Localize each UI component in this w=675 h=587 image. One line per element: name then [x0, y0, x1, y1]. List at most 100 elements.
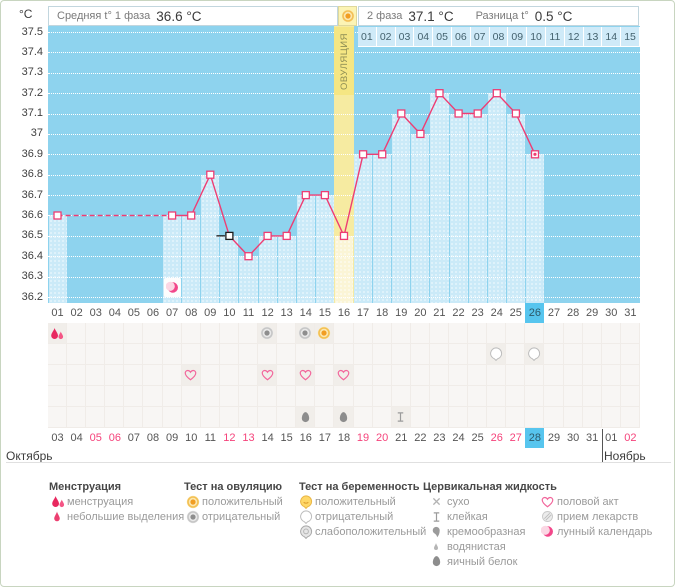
- event-cell-menstruation-and-ovulation-tests-day-18[interactable]: [372, 323, 392, 344]
- event-cell-cervical-fluid-day-11[interactable]: [238, 407, 259, 428]
- cycle-day-cell-23[interactable]: 23: [471, 307, 484, 319]
- date-cell-21[interactable]: 21: [395, 432, 408, 444]
- event-cell-pregnancy-tests-day-14[interactable]: [296, 344, 316, 365]
- date-cell-29[interactable]: 29: [547, 432, 561, 444]
- date-cell-30[interactable]: 30: [566, 432, 580, 444]
- event-cell-cervical-fluid-day-27[interactable]: [544, 407, 564, 428]
- next-month-day-cell-11[interactable]: 11: [545, 27, 565, 47]
- next-month-day-cell-05[interactable]: 05: [433, 27, 452, 47]
- event-cell-menstruation-and-ovulation-tests-day-29[interactable]: [582, 323, 602, 344]
- event-cell-pregnancy-tests-day-15[interactable]: [315, 344, 335, 365]
- event-cell-pregnancy-tests-day-19[interactable]: [391, 344, 411, 365]
- event-cell-intercourse-day-9[interactable]: [200, 365, 220, 386]
- event-cell-intercourse-day-8[interactable]: [181, 365, 201, 386]
- cycle-day-cell-20[interactable]: 20: [414, 307, 427, 319]
- date-cell-14[interactable]: 14: [261, 432, 274, 444]
- date-cell-27[interactable]: 27: [509, 432, 522, 444]
- event-cell-medication-day-14[interactable]: [296, 386, 316, 407]
- event-cell-intercourse-day-20[interactable]: [410, 365, 430, 386]
- next-month-day-cell-14[interactable]: 14: [602, 27, 622, 47]
- event-cell-pregnancy-tests-day-6[interactable]: [143, 344, 163, 365]
- event-cell-medication-day-3[interactable]: [86, 386, 106, 407]
- event-cell-cervical-fluid-day-28[interactable]: [563, 407, 583, 428]
- event-cell-pregnancy-tests-day-4[interactable]: [105, 344, 125, 365]
- event-cell-pregnancy-tests-day-21[interactable]: [429, 344, 449, 365]
- event-cell-medication-day-4[interactable]: [105, 386, 125, 407]
- event-cell-intercourse-day-5[interactable]: [124, 365, 144, 386]
- date-cell-09[interactable]: 09: [165, 432, 179, 444]
- cycle-day-cell-24[interactable]: 24: [490, 307, 503, 319]
- next-month-day-cell-15[interactable]: 15: [621, 27, 640, 47]
- event-cell-medication-day-2[interactable]: [67, 386, 87, 407]
- event-cell-cervical-fluid-day-14[interactable]: [296, 407, 316, 428]
- event-cell-medication-day-15[interactable]: [315, 386, 335, 407]
- cycle-day-cell-17[interactable]: 17: [356, 307, 370, 319]
- event-cell-medication-day-25[interactable]: [506, 386, 526, 407]
- event-cell-cervical-fluid-day-21[interactable]: [429, 407, 449, 428]
- date-cell-18[interactable]: 18: [337, 432, 351, 444]
- next-month-day-cell-10[interactable]: 10: [527, 27, 546, 47]
- event-cell-intercourse-day-29[interactable]: [582, 365, 602, 386]
- event-cell-intercourse-day-14[interactable]: [296, 365, 316, 386]
- next-month-day-cell-13[interactable]: 13: [583, 27, 603, 47]
- event-cell-intercourse-day-22[interactable]: [448, 365, 469, 386]
- event-cell-medication-day-1[interactable]: [48, 386, 68, 407]
- event-cell-pregnancy-tests-day-20[interactable]: [410, 344, 430, 365]
- event-cell-menstruation-and-ovulation-tests-day-28[interactable]: [563, 323, 583, 344]
- event-cell-cervical-fluid-day-6[interactable]: [143, 407, 163, 428]
- event-cell-cervical-fluid-day-29[interactable]: [582, 407, 602, 428]
- date-cell-06[interactable]: 06: [108, 432, 121, 444]
- event-cell-pregnancy-tests-day-13[interactable]: [277, 344, 297, 365]
- event-cell-medication-day-26[interactable]: [525, 386, 545, 407]
- cycle-day-cell-08[interactable]: 08: [185, 307, 198, 319]
- event-cell-menstruation-and-ovulation-tests-day-31[interactable]: [620, 323, 640, 344]
- date-cell-28[interactable]: 28: [525, 428, 545, 448]
- event-cell-pregnancy-tests-day-16[interactable]: [334, 344, 354, 365]
- cycle-day-cell-04[interactable]: 04: [108, 307, 121, 319]
- event-cell-intercourse-day-28[interactable]: [563, 365, 583, 386]
- event-cell-medication-day-22[interactable]: [448, 386, 469, 407]
- event-cell-intercourse-day-15[interactable]: [315, 365, 335, 386]
- event-cell-cervical-fluid-day-7[interactable]: [162, 407, 182, 428]
- event-cell-medication-day-17[interactable]: [353, 386, 373, 407]
- event-cell-medication-day-6[interactable]: [143, 386, 163, 407]
- cycle-day-cell-14[interactable]: 14: [299, 307, 312, 319]
- event-cell-intercourse-day-21[interactable]: [429, 365, 449, 386]
- event-cell-medication-day-24[interactable]: [487, 386, 507, 407]
- event-cell-cervical-fluid-day-16[interactable]: [334, 407, 354, 428]
- event-cell-intercourse-day-13[interactable]: [277, 365, 297, 386]
- date-cell-12[interactable]: 12: [223, 432, 236, 444]
- event-cell-pregnancy-tests-day-7[interactable]: [162, 344, 182, 365]
- date-cell-11[interactable]: 11: [204, 432, 216, 444]
- cycle-day-cell-27[interactable]: 27: [547, 307, 561, 319]
- event-cell-menstruation-and-ovulation-tests-day-1[interactable]: [48, 323, 68, 344]
- date-cell-03[interactable]: 03: [51, 432, 64, 444]
- event-cell-cervical-fluid-day-25[interactable]: [506, 407, 526, 428]
- event-cell-intercourse-day-19[interactable]: [391, 365, 411, 386]
- event-cell-medication-day-20[interactable]: [410, 386, 430, 407]
- event-cell-cervical-fluid-day-9[interactable]: [200, 407, 220, 428]
- event-cell-pregnancy-tests-day-18[interactable]: [372, 344, 392, 365]
- event-cell-cervical-fluid-day-15[interactable]: [315, 407, 335, 428]
- event-cell-intercourse-day-1[interactable]: [48, 365, 68, 386]
- next-month-day-cell-12[interactable]: 12: [564, 27, 584, 47]
- event-cell-menstruation-and-ovulation-tests-day-22[interactable]: [448, 323, 469, 344]
- event-cell-intercourse-day-17[interactable]: [353, 365, 373, 386]
- event-cell-menstruation-and-ovulation-tests-day-19[interactable]: [391, 323, 411, 344]
- cycle-day-cell-26[interactable]: 26: [525, 303, 545, 323]
- next-month-day-cell-07[interactable]: 07: [470, 27, 490, 47]
- event-cell-medication-day-30[interactable]: [601, 386, 621, 407]
- event-cell-medication-day-21[interactable]: [429, 386, 449, 407]
- event-cell-medication-day-29[interactable]: [582, 386, 602, 407]
- cycle-day-cell-06[interactable]: 06: [146, 307, 160, 319]
- event-cell-cervical-fluid-day-2[interactable]: [67, 407, 87, 428]
- date-cell-10[interactable]: 10: [185, 432, 198, 444]
- event-cell-menstruation-and-ovulation-tests-day-6[interactable]: [143, 323, 163, 344]
- event-cell-pregnancy-tests-day-26[interactable]: [525, 344, 545, 365]
- next-month-day-cell-02[interactable]: 02: [376, 27, 396, 47]
- cycle-day-cell-29[interactable]: 29: [586, 307, 599, 319]
- event-cell-intercourse-day-27[interactable]: [544, 365, 564, 386]
- event-cell-medication-day-27[interactable]: [544, 386, 564, 407]
- event-cell-cervical-fluid-day-24[interactable]: [487, 407, 507, 428]
- event-cell-cervical-fluid-day-31[interactable]: [620, 407, 640, 428]
